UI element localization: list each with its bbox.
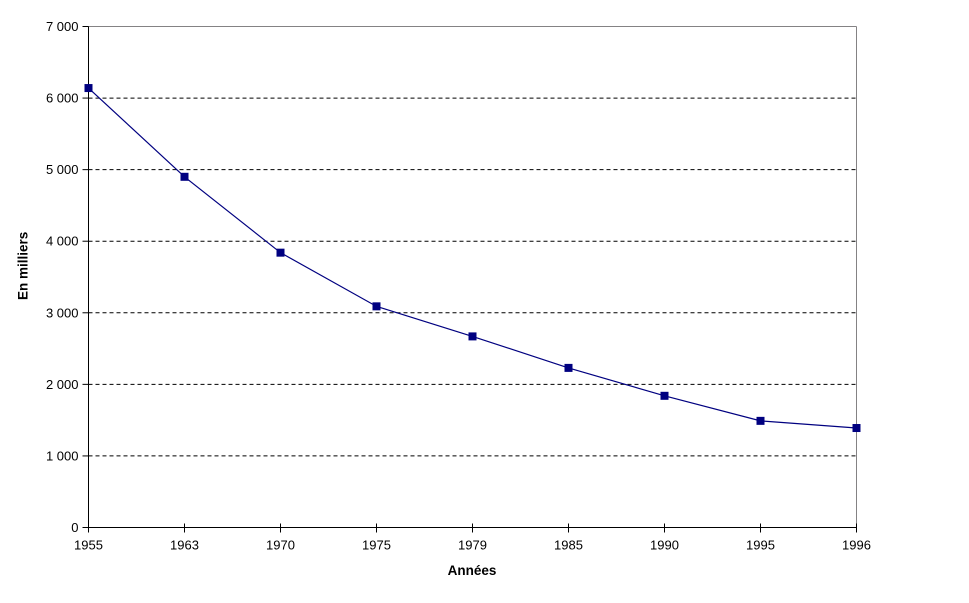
y-tick-label: 0	[71, 520, 78, 535]
x-tick-label: 1955	[74, 538, 103, 553]
y-axis-title: En milliers	[15, 231, 31, 300]
y-tick-label: 2 000	[46, 377, 79, 392]
y-tick-label: 5 000	[46, 162, 79, 177]
x-tick-label: 1975	[362, 538, 391, 553]
y-tick-label: 6 000	[46, 91, 79, 106]
x-tick-label: 1963	[170, 538, 199, 553]
data-point	[468, 332, 477, 341]
y-tick-label: 7 000	[46, 19, 79, 34]
y-tick-label: 3 000	[46, 305, 79, 320]
x-tick-label: 1979	[458, 538, 487, 553]
data-point	[84, 84, 93, 93]
data-point	[660, 391, 669, 400]
x-tick-label: 1970	[266, 538, 295, 553]
x-tick-label: 1995	[746, 538, 775, 553]
data-point	[180, 172, 189, 181]
series-line	[88, 87, 857, 429]
x-axis-title: Années	[447, 563, 497, 578]
y-tick-label: 1 000	[46, 448, 79, 463]
x-tick-label: 1985	[554, 538, 583, 553]
data-point	[372, 302, 381, 311]
x-tick-label: 1990	[650, 538, 679, 553]
x-tick-label: 1996	[842, 538, 871, 553]
data-point	[756, 416, 765, 425]
data-point	[276, 248, 285, 257]
data-point	[852, 424, 861, 433]
data-point	[564, 363, 573, 372]
y-tick-label: 4 000	[46, 234, 79, 249]
